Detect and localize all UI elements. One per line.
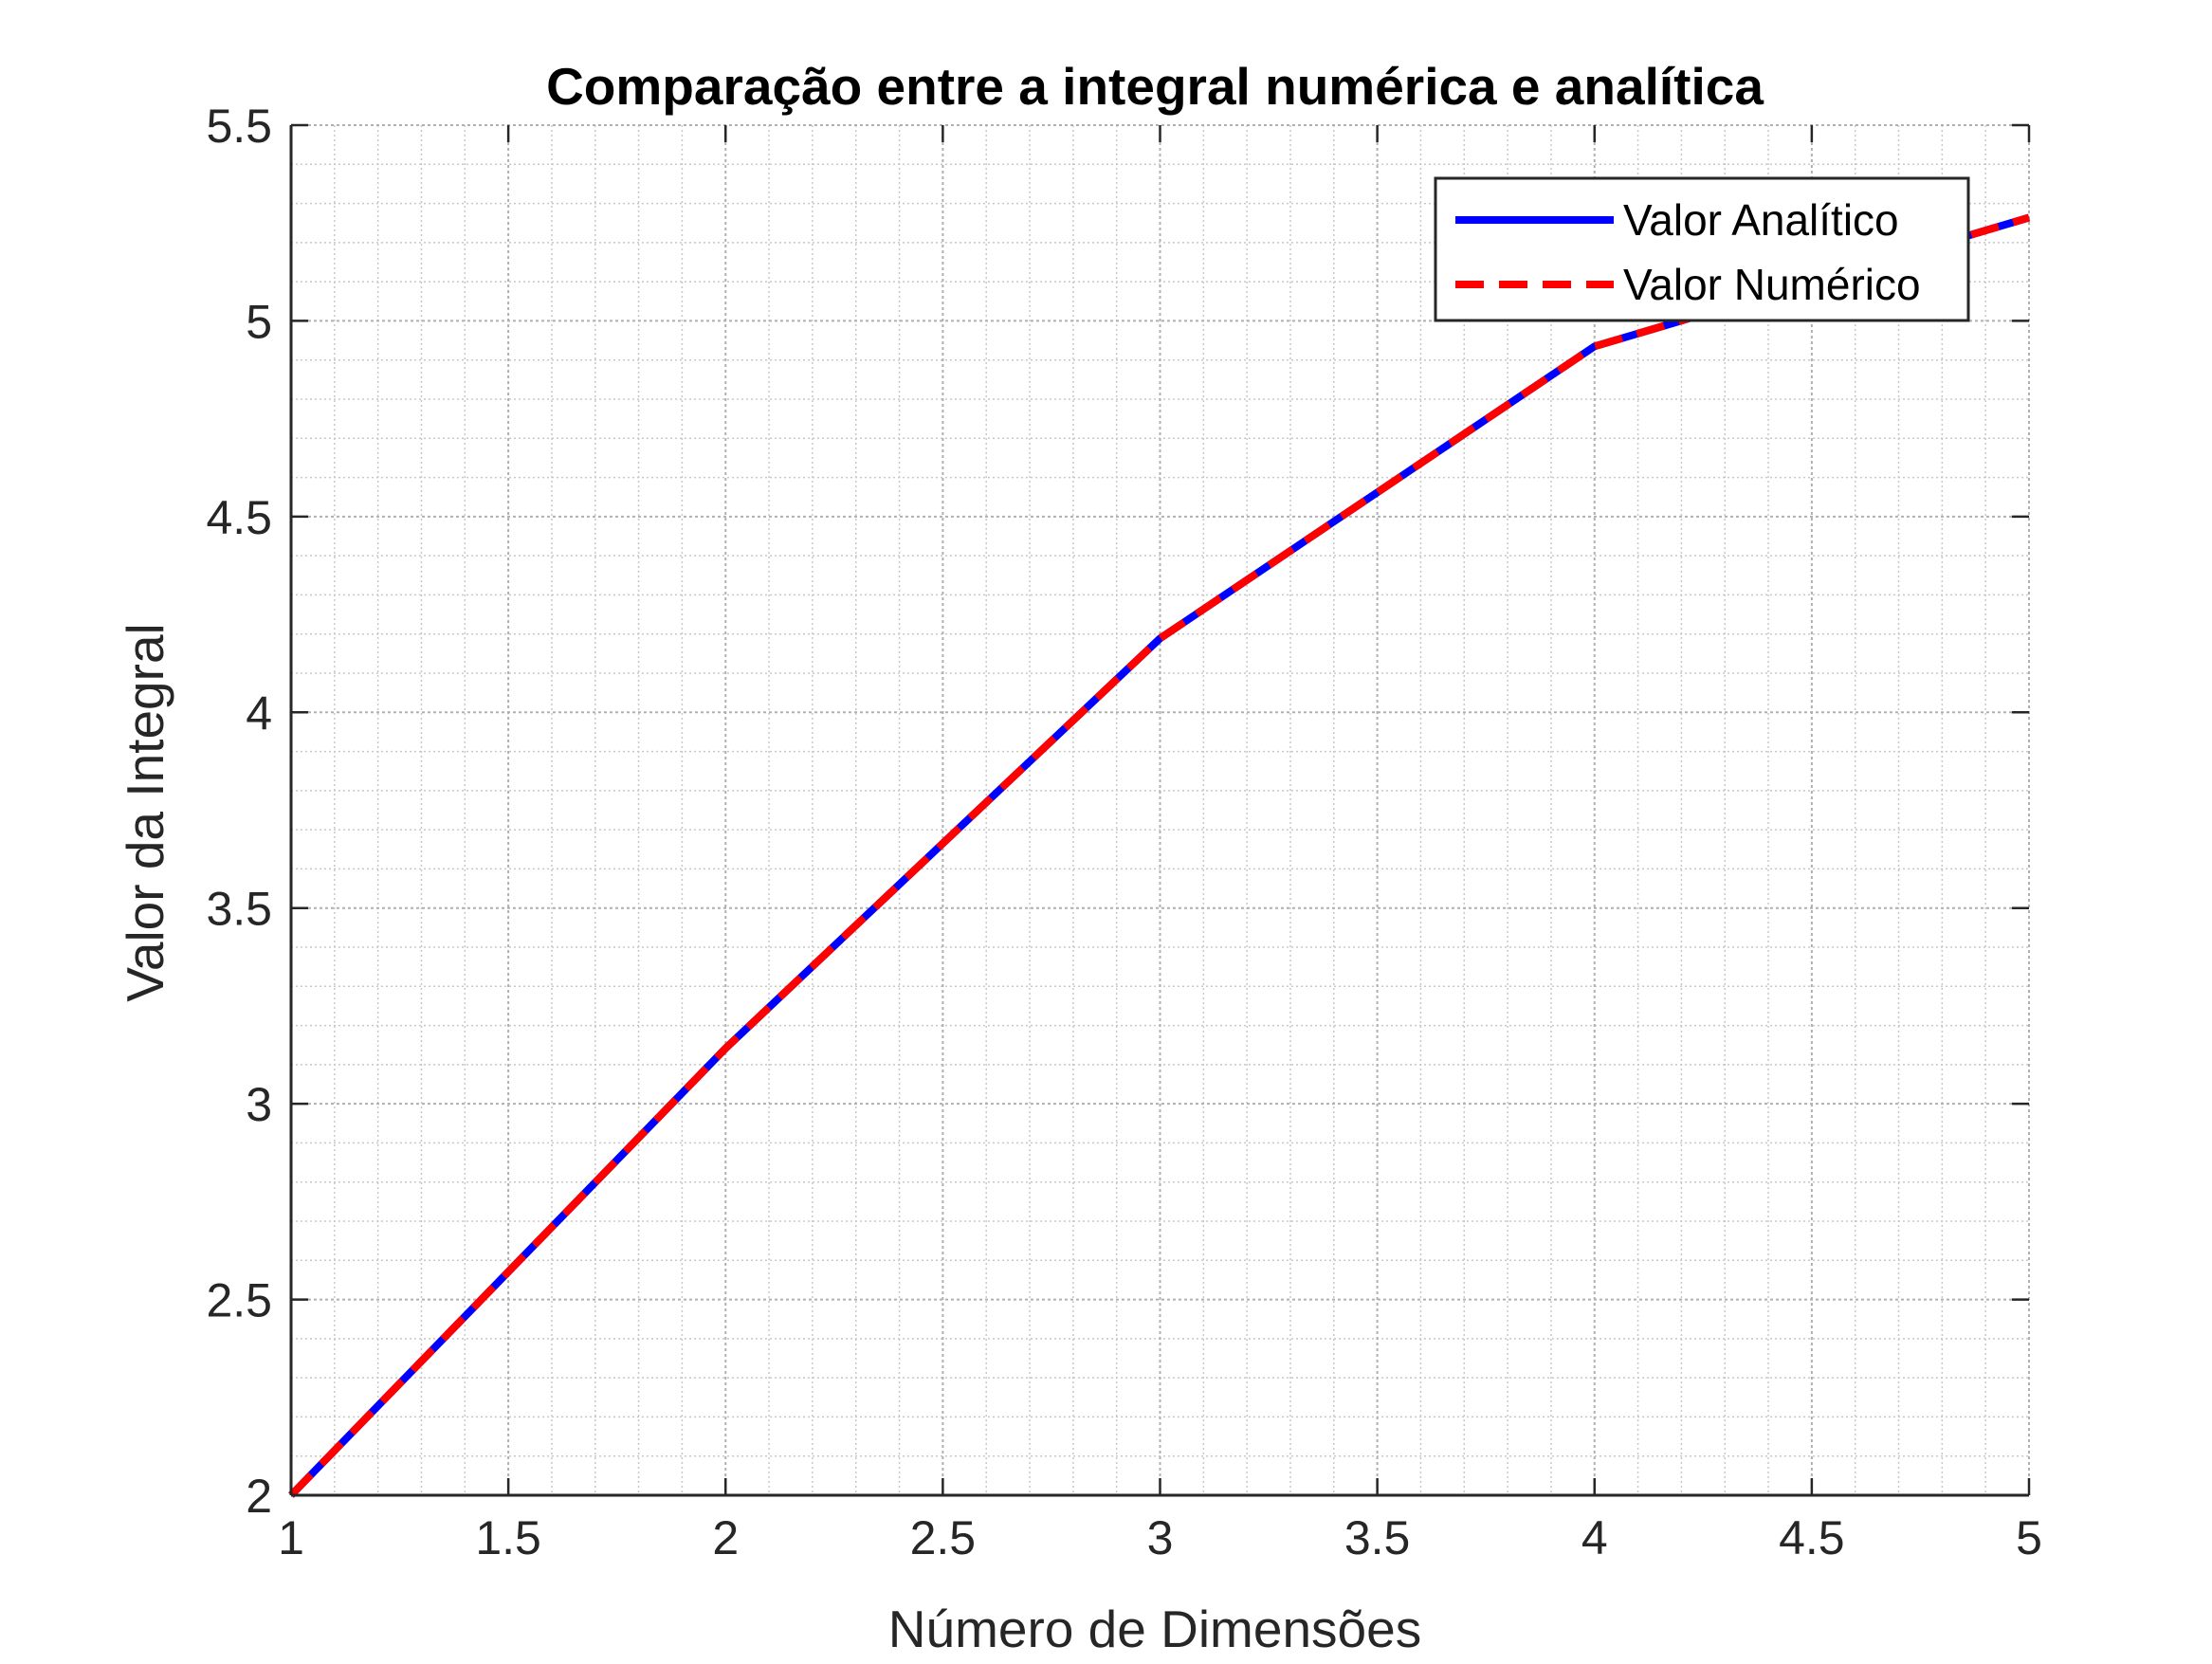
- y-tick-label: 3.5: [206, 883, 272, 936]
- x-axis-label: Número de Dimensões: [888, 1600, 1421, 1658]
- x-tick-label: 2.5: [910, 1511, 977, 1564]
- legend-label-numerico: Valor Numérico: [1623, 260, 1921, 309]
- tick-labels: 1 1.5 2 2.5 3 3.5 4 4.5 5 2 2.5 3 3.5 4 4.5 5 5.5: [206, 100, 2041, 1564]
- x-tick-label: 2: [712, 1511, 739, 1564]
- y-tick-label: 2.5: [206, 1274, 272, 1327]
- axes: [289, 123, 2031, 1497]
- x-tick-label: 5: [2016, 1511, 2042, 1564]
- x-tick-label: 1.5: [475, 1511, 541, 1564]
- chart-title: Comparação entre a integral numérica e a…: [546, 57, 1764, 116]
- x-tick-label: 4: [1581, 1511, 1608, 1564]
- y-axis-label: Valor da Integral: [116, 623, 174, 1002]
- x-tick-label: 3: [1147, 1511, 1174, 1564]
- minor-grid: [291, 125, 2029, 1495]
- y-tick-label: 4: [246, 686, 272, 740]
- y-tick-label: 4.5: [206, 491, 272, 544]
- x-tick-label: 3.5: [1344, 1511, 1411, 1564]
- y-tick-label: 5: [246, 295, 272, 348]
- x-tick-label: 4.5: [1779, 1511, 1845, 1564]
- legend-box: [1434, 176, 1970, 322]
- legend: Valor Analítico Valor Numérico: [1434, 176, 1970, 322]
- legend-label-analitico: Valor Analítico: [1623, 195, 1899, 245]
- y-tick-label: 3: [246, 1078, 272, 1131]
- y-tick-label: 2: [246, 1470, 272, 1523]
- x-tick-label: 1: [278, 1511, 304, 1564]
- y-tick-label: 5.5: [206, 100, 272, 153]
